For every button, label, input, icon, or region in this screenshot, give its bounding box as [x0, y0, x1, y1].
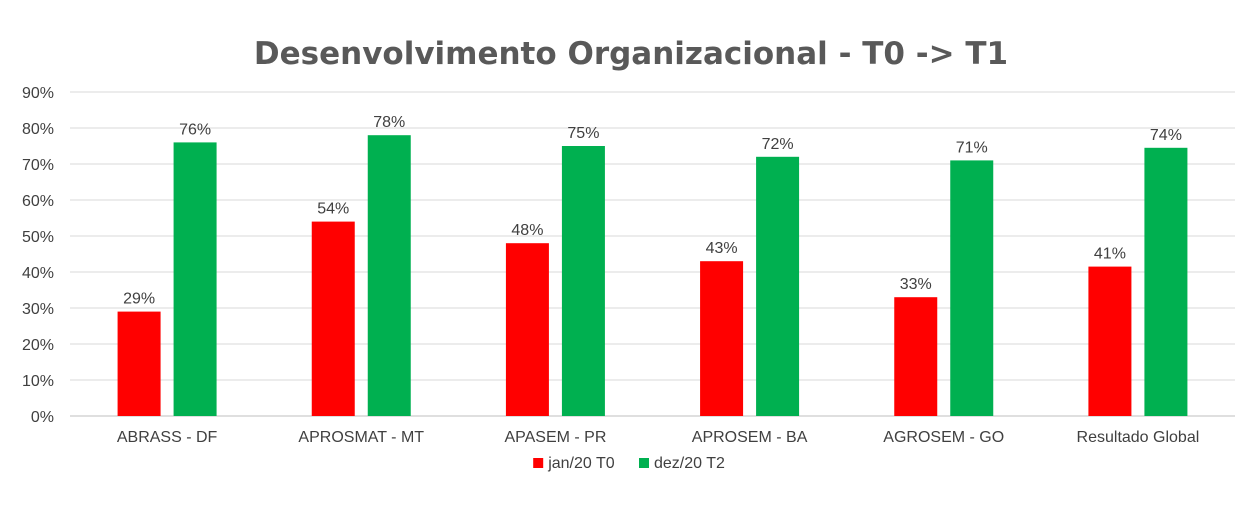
bar-dez20-t2: [950, 160, 994, 416]
bar-jan20-t0: [1088, 266, 1132, 416]
data-label: 72%: [762, 136, 794, 153]
y-tick-label: 40%: [22, 265, 54, 282]
x-axis-categories: ABRASS - DF APROSMAT - MT APASEM - PR APROS…: [117, 429, 1199, 446]
y-tick-label: 0%: [31, 409, 54, 426]
data-label: 41%: [1094, 246, 1126, 263]
bar-jan20-t0: [311, 221, 355, 416]
y-axis-ticks: 0% 10% 20% 30% 40% 50% 60% 70% 80% 90%: [22, 85, 54, 426]
data-label: 54%: [317, 201, 349, 218]
y-tick-label: 80%: [22, 121, 54, 138]
bar-dez20-t2: [1144, 147, 1188, 417]
legend-swatch: [639, 458, 649, 468]
data-labels: 29% 76% 54% 78% 48% 75% 43% 72% 33% 71% 41% 74%: [123, 114, 1182, 307]
legend-label: jan/20 T0: [547, 455, 615, 472]
y-tick-label: 60%: [22, 193, 54, 210]
bar-jan20-t0: [894, 297, 938, 416]
legend-swatch: [533, 458, 544, 468]
data-label: 75%: [567, 125, 599, 142]
data-label: 71%: [956, 139, 988, 156]
category-label: AGROSEM - GO: [883, 429, 1004, 446]
bar-dez20-t2: [367, 135, 411, 416]
data-label: 74%: [1150, 127, 1182, 144]
y-tick-label: 10%: [22, 373, 54, 390]
bar-dez20-t2: [561, 146, 605, 416]
data-label: 76%: [179, 121, 211, 138]
bar-jan20-t0: [117, 311, 161, 416]
y-tick-label: 20%: [22, 337, 54, 354]
bar-dez20-t2: [756, 156, 800, 417]
category-label: Resultado Global: [1077, 429, 1200, 446]
y-tick-label: 90%: [22, 85, 54, 102]
data-label: 43%: [706, 240, 738, 257]
bar-dez20-t2: [173, 142, 217, 416]
chart-title: Desenvolvimento Organizacional - T0 -> T…: [254, 36, 1008, 72]
legend: jan/20 T0 dez/20 T2: [533, 455, 725, 472]
legend-label: dez/20 T2: [654, 455, 725, 472]
data-label: 29%: [123, 291, 155, 308]
bars: [117, 135, 1188, 417]
y-tick-label: 50%: [22, 229, 54, 246]
gridlines: [70, 91, 1235, 417]
category-label: ABRASS - DF: [117, 429, 218, 446]
data-label: 33%: [900, 276, 932, 293]
category-label: APASEM - PR: [504, 429, 606, 446]
bar-jan20-t0: [700, 261, 744, 416]
data-label: 48%: [511, 222, 543, 239]
y-tick-label: 30%: [22, 301, 54, 318]
category-label: APROSEM - BA: [692, 429, 808, 446]
bar-jan20-t0: [505, 243, 549, 416]
data-label: 78%: [373, 114, 405, 131]
category-label: APROSMAT - MT: [298, 429, 424, 446]
y-tick-label: 70%: [22, 157, 54, 174]
